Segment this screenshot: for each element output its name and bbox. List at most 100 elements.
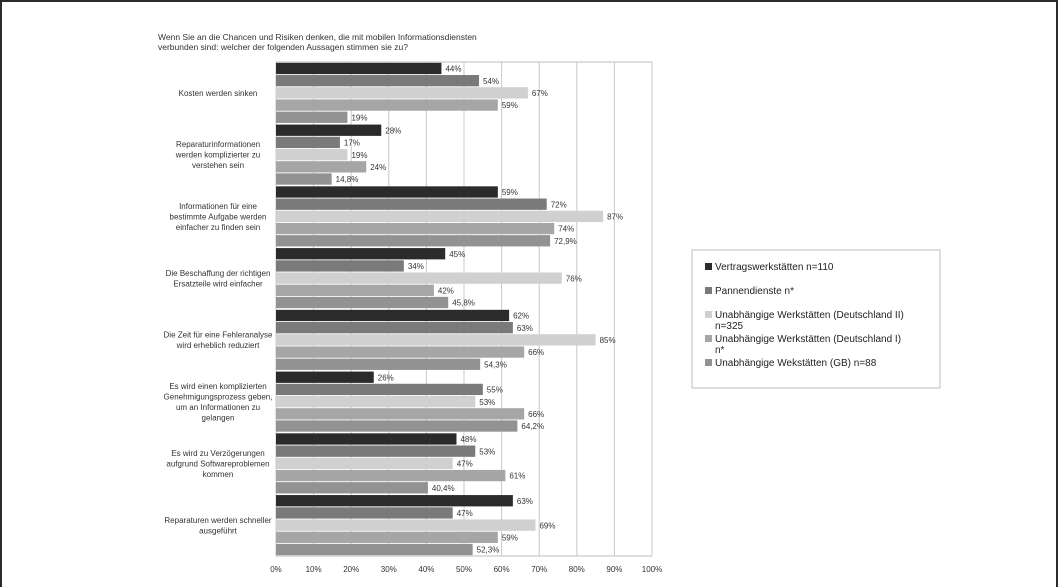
- data-label: 66%: [528, 348, 544, 357]
- bar: [276, 519, 536, 531]
- data-label: 59%: [502, 533, 518, 542]
- category-label: um an Informationen zu: [176, 403, 260, 412]
- category-label: ausgeführt: [199, 526, 238, 535]
- data-label: 87%: [607, 213, 623, 222]
- category-label: Reparaturinformationen: [176, 140, 260, 149]
- x-tick-label: 50%: [456, 565, 472, 574]
- data-label: 62%: [513, 312, 529, 321]
- bar: [276, 482, 428, 494]
- data-label: 74%: [558, 225, 574, 234]
- legend-entry: n=325: [715, 321, 744, 332]
- data-label: 48%: [460, 435, 476, 444]
- bar: [276, 433, 457, 445]
- bar: [276, 222, 555, 235]
- data-label: 61%: [509, 472, 525, 481]
- bar: [276, 495, 513, 507]
- category-label: aufgrund Softwareproblemen: [166, 459, 269, 468]
- bar: [276, 408, 525, 420]
- category-label: Es wird einen komplizierten: [169, 382, 266, 391]
- data-label: 64,2%: [521, 422, 544, 431]
- category-label: Reparaturen werden schneller: [164, 516, 272, 525]
- x-tick-label: 80%: [569, 565, 585, 574]
- data-label: 85%: [600, 336, 616, 345]
- bar: [276, 371, 374, 383]
- bar: [276, 358, 481, 370]
- chart-title-line: Wenn Sie an die Chancen und Risiken denk…: [158, 32, 477, 42]
- data-label: 76%: [566, 274, 582, 283]
- data-label: 72,9%: [554, 237, 577, 246]
- bar: [276, 346, 525, 358]
- data-label: 24%: [370, 163, 386, 172]
- data-label: 67%: [532, 89, 548, 98]
- bar: [276, 148, 348, 161]
- data-label: 19%: [351, 151, 367, 160]
- data-label: 55%: [487, 386, 503, 395]
- category-label: Die Beschaffung der richtigen: [166, 269, 271, 278]
- data-label: 34%: [408, 262, 424, 271]
- category-label: kommen: [203, 470, 234, 479]
- legend-entry: Unabhängige Werkstätten (Deutschland I): [715, 334, 901, 345]
- bar: [276, 309, 510, 322]
- bar: [276, 507, 453, 519]
- bar: [276, 75, 480, 87]
- x-tick-label: 60%: [494, 565, 510, 574]
- x-tick-label: 70%: [531, 565, 547, 574]
- bar: [276, 322, 513, 334]
- bar: [276, 260, 404, 272]
- x-tick-label: 30%: [381, 565, 397, 574]
- data-label: 63%: [517, 324, 533, 333]
- legend-swatch: [705, 359, 712, 366]
- data-label: 53%: [479, 398, 495, 407]
- category-label: Kosten werden sinken: [179, 89, 258, 98]
- category-label: gelangen: [202, 413, 235, 422]
- x-tick-label: 100%: [642, 565, 662, 574]
- x-tick-label: 20%: [343, 565, 359, 574]
- legend-entry: Pannendienste n*: [715, 286, 794, 297]
- bar: [276, 531, 498, 543]
- category-label: verstehen sein: [192, 161, 244, 170]
- bar: [276, 284, 434, 296]
- bar: [276, 383, 483, 396]
- data-label: 17%: [344, 139, 360, 148]
- bar: [276, 87, 528, 99]
- category-label: werden komplizierter zu: [175, 151, 260, 160]
- data-label: 14,8%: [336, 175, 359, 184]
- data-label: 47%: [457, 509, 473, 518]
- legend-entry: Unabhängige Werkstätten (Deutschland II): [715, 310, 904, 321]
- bar: [276, 136, 340, 149]
- legend-swatch: [705, 287, 712, 294]
- data-label: 63%: [517, 497, 533, 506]
- x-tick-label: 40%: [418, 565, 434, 574]
- bar: [276, 198, 547, 210]
- data-label: 53%: [479, 447, 495, 456]
- data-label: 47%: [457, 460, 473, 469]
- data-label: 54%: [483, 77, 499, 86]
- chart-title-line: verbunden sind: welcher der folgenden Au…: [158, 42, 408, 52]
- data-label: 45,8%: [452, 299, 475, 308]
- data-label: 19%: [351, 113, 367, 122]
- bar: [276, 395, 476, 408]
- category-label: Informationen für eine: [179, 202, 257, 211]
- data-label: 26%: [378, 373, 394, 382]
- bar: [276, 235, 551, 247]
- legend-box: [691, 249, 941, 389]
- legend-swatch: [705, 335, 712, 342]
- legend-entry: Vertragswerkstätten n=110: [715, 262, 834, 273]
- category-label: Ersatzteile wird einfacher: [173, 279, 263, 288]
- data-label: 69%: [539, 521, 555, 530]
- data-label: 59%: [502, 101, 518, 110]
- bar: [276, 420, 518, 432]
- data-label: 54,3%: [484, 360, 507, 369]
- category-label: bestimmte Aufgabe werden: [170, 212, 267, 221]
- category-label: einfacher zu finden sein: [176, 223, 261, 232]
- legend-swatch: [705, 311, 712, 318]
- bar: [276, 445, 476, 457]
- category-label: Es wird zu Verzögerungen: [171, 449, 264, 458]
- data-label: 52,3%: [477, 546, 500, 555]
- bar: [276, 99, 498, 111]
- data-label: 72%: [551, 200, 567, 209]
- bar: [276, 124, 382, 136]
- bar: [276, 543, 473, 556]
